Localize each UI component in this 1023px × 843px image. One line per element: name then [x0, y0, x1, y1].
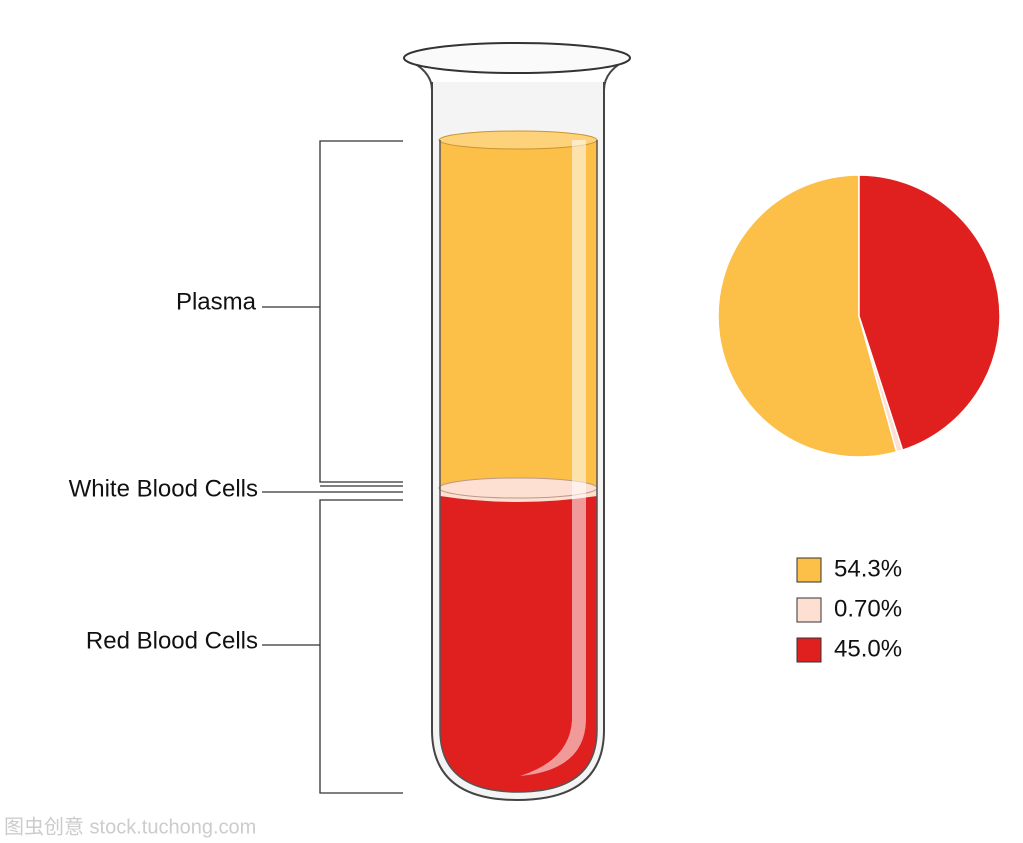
- test-tube: [403, 42, 631, 802]
- legend-swatch: [796, 557, 822, 583]
- legend-swatch: [796, 597, 822, 623]
- layer-label: Red Blood Cells: [86, 627, 258, 654]
- legend-swatch: [796, 637, 822, 663]
- layer-label: Plasma: [176, 288, 257, 315]
- pie-slice: [858, 174, 1001, 452]
- legend-label: 0.70%: [834, 595, 902, 622]
- watermark: 图虫创意 stock.tuchong.com: [4, 815, 256, 838]
- pie-slice: [717, 174, 898, 458]
- layer-label: White Blood Cells: [69, 475, 258, 502]
- legend-label: 54.3%: [834, 555, 902, 582]
- legend-label: 45.0%: [834, 635, 902, 662]
- brackets: [262, 140, 403, 794]
